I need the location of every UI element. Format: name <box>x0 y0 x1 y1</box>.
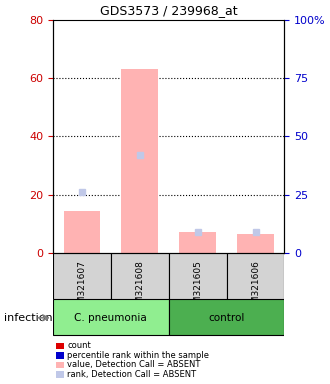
Text: infection: infection <box>4 313 53 323</box>
Bar <box>56 362 64 368</box>
Text: GSM321607: GSM321607 <box>77 260 86 314</box>
Bar <box>237 234 274 253</box>
Text: percentile rank within the sample: percentile rank within the sample <box>67 351 209 360</box>
Text: GSM321605: GSM321605 <box>193 260 202 314</box>
Bar <box>56 371 64 378</box>
Bar <box>56 343 64 349</box>
Bar <box>63 210 100 253</box>
FancyBboxPatch shape <box>169 253 227 300</box>
Bar <box>56 352 64 359</box>
FancyBboxPatch shape <box>53 300 169 335</box>
FancyBboxPatch shape <box>169 300 284 335</box>
Text: count: count <box>67 341 91 350</box>
Bar <box>179 232 216 253</box>
Text: C. pneumonia: C. pneumonia <box>74 313 147 323</box>
FancyBboxPatch shape <box>227 253 284 300</box>
Text: GSM321606: GSM321606 <box>251 260 260 314</box>
Text: GSM321608: GSM321608 <box>135 260 144 314</box>
Text: control: control <box>208 313 245 323</box>
FancyBboxPatch shape <box>53 253 111 300</box>
Text: value, Detection Call = ABSENT: value, Detection Call = ABSENT <box>67 361 201 369</box>
FancyBboxPatch shape <box>111 253 169 300</box>
Bar <box>121 69 158 253</box>
Title: GDS3573 / 239968_at: GDS3573 / 239968_at <box>100 4 238 17</box>
Text: rank, Detection Call = ABSENT: rank, Detection Call = ABSENT <box>67 370 196 379</box>
